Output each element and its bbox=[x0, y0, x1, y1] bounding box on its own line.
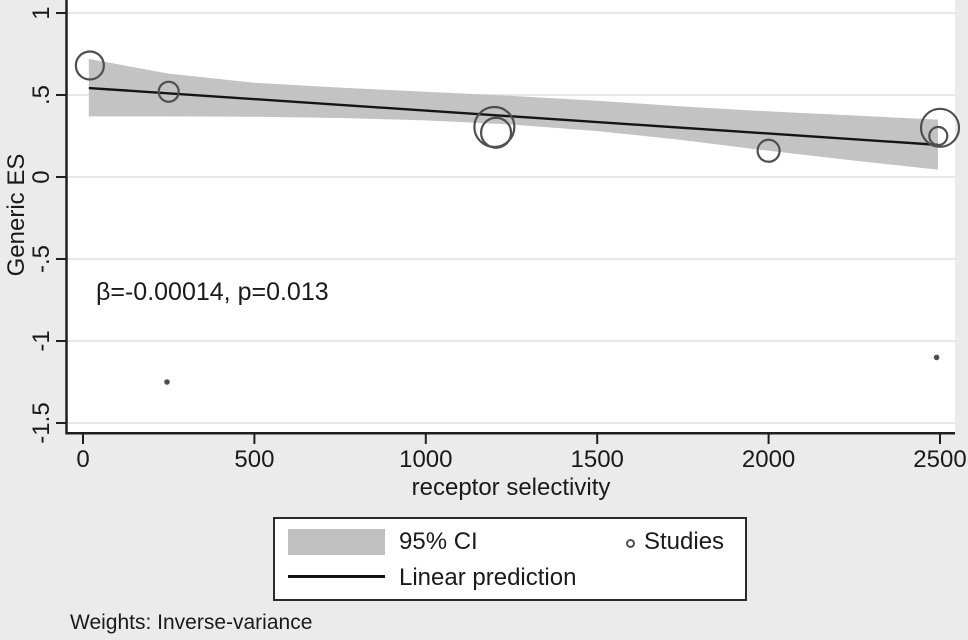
study-bubble bbox=[756, 138, 781, 163]
study-bubble bbox=[164, 379, 170, 385]
y-tick-label: -1.5 bbox=[28, 402, 55, 443]
x-tick-label: 2000 bbox=[742, 446, 795, 473]
ci-swatch bbox=[288, 529, 385, 555]
x-tick-label: 1500 bbox=[571, 446, 624, 473]
annotation-beta-pvalue: β=-0.00014, p=0.013 bbox=[96, 278, 329, 306]
x-axis-title: receptor selectivity bbox=[412, 474, 611, 501]
y-tick-label: 0 bbox=[28, 170, 55, 183]
y-axis-title: Generic ES bbox=[3, 154, 30, 277]
study-bubble bbox=[919, 107, 961, 148]
regression-line-group bbox=[88, 86, 939, 147]
study-bubble bbox=[74, 50, 105, 81]
study-bubbles bbox=[74, 50, 961, 385]
plot-area bbox=[67, 0, 955, 433]
studies-marker-icon bbox=[626, 539, 635, 548]
axes bbox=[56, 0, 955, 444]
weights-note: Weights: Inverse-variance bbox=[70, 611, 313, 634]
study-bubble bbox=[157, 80, 180, 103]
x-tick-label: 500 bbox=[234, 446, 274, 473]
tick-labels: 1 .5 0 -.5 -1 -1.5 0 500 1000 1500 2000 2500 bbox=[28, 6, 967, 473]
legend: 95% CI Studies Linear prediction bbox=[273, 517, 747, 601]
study-bubble bbox=[933, 354, 940, 361]
legend-line-label: Linear prediction bbox=[399, 564, 577, 591]
legend-ci-label: 95% CI bbox=[399, 528, 478, 555]
study-bubble bbox=[928, 125, 949, 147]
x-tick-label: 0 bbox=[76, 446, 89, 473]
y-tick-label: -.5 bbox=[28, 245, 55, 273]
y-tick-label: .5 bbox=[28, 85, 55, 105]
x-tick-label: 1000 bbox=[399, 446, 452, 473]
regression-line bbox=[88, 86, 939, 147]
y-tick-label: -1 bbox=[28, 330, 55, 351]
x-tick-label: 2500 bbox=[913, 446, 966, 473]
y-tick-label: 1 bbox=[28, 6, 55, 19]
ci-band bbox=[88, 58, 938, 170]
study-bubble bbox=[479, 116, 513, 149]
ci-band-polygon bbox=[88, 58, 938, 170]
legend-studies-label: Studies bbox=[644, 528, 725, 555]
line-swatch bbox=[288, 575, 385, 578]
